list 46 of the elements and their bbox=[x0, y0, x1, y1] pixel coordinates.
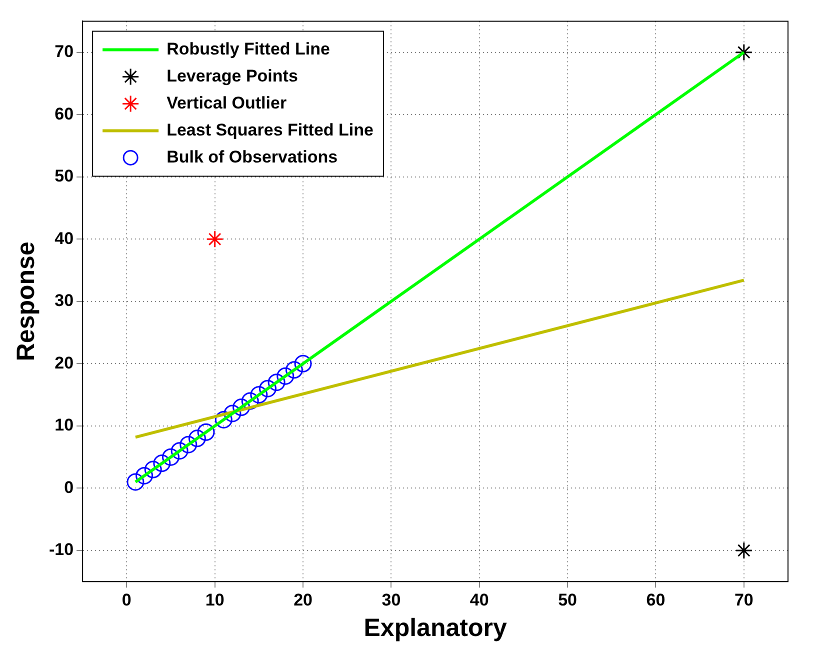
point bbox=[136, 466, 154, 484]
x-tick-label: 70 bbox=[734, 590, 754, 610]
x-tick-label: 0 bbox=[122, 590, 132, 610]
x-tick-label: 20 bbox=[294, 590, 312, 610]
y-tick-label: 10 bbox=[54, 416, 74, 435]
y-tick-label: 70 bbox=[54, 42, 74, 62]
point bbox=[153, 454, 171, 472]
legend-label: Leverage Points bbox=[166, 66, 298, 86]
x-tick-label: 10 bbox=[205, 590, 224, 610]
legend-label: Vertical Outlier bbox=[166, 93, 287, 112]
point bbox=[285, 361, 303, 379]
x-tick-label: 50 bbox=[558, 590, 578, 610]
point bbox=[735, 542, 753, 560]
point bbox=[197, 423, 215, 441]
y-axis-title: Response bbox=[12, 242, 40, 362]
point bbox=[258, 380, 276, 398]
x-tick-label: 40 bbox=[470, 590, 489, 610]
point bbox=[294, 354, 312, 372]
legend-label: Bulk of Observations bbox=[166, 147, 338, 166]
legend-label: Robustly Fitted Line bbox=[166, 39, 330, 58]
point bbox=[170, 442, 188, 460]
point bbox=[735, 44, 753, 62]
y-tick-label: 60 bbox=[54, 104, 74, 124]
y-tick-label: 0 bbox=[64, 478, 74, 497]
point bbox=[224, 404, 242, 422]
point bbox=[214, 410, 232, 428]
x-tick-label: 30 bbox=[382, 590, 401, 610]
y-tick-label: 40 bbox=[54, 228, 74, 248]
point bbox=[180, 436, 198, 454]
y-tick-label: -10 bbox=[48, 540, 74, 560]
y-tick-label: 30 bbox=[54, 291, 74, 310]
point bbox=[276, 367, 294, 385]
x-axis-title: Explanatory bbox=[364, 614, 507, 642]
point bbox=[144, 460, 162, 478]
point bbox=[241, 392, 259, 410]
y-tick-label: 20 bbox=[54, 353, 74, 372]
x-tick-label: 60 bbox=[646, 590, 666, 610]
point bbox=[162, 448, 180, 466]
y-tick-label: 50 bbox=[54, 166, 74, 186]
point bbox=[188, 430, 206, 448]
point bbox=[250, 386, 268, 404]
point bbox=[268, 374, 286, 392]
point bbox=[126, 473, 144, 491]
legend-label: Least Squares Fitted Line bbox=[166, 120, 374, 140]
point bbox=[206, 230, 224, 248]
point bbox=[232, 398, 250, 416]
